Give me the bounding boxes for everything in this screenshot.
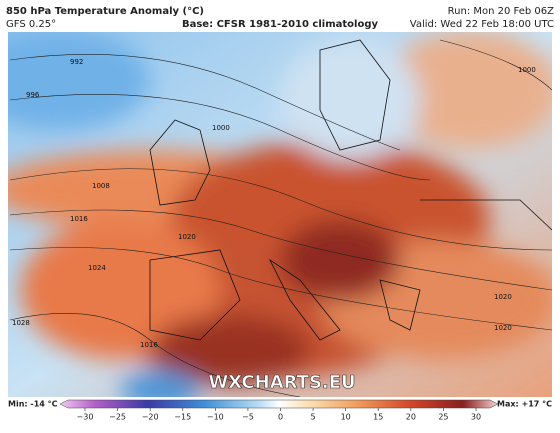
model: GFS 0.25° [6,19,56,30]
isobar-label: 1016 [70,215,88,223]
colorbar-tick-label: 10 [341,413,351,422]
colorbar: Min: -14 °C Max: +17 °C −30 −25 −20 −15 −10 −… [8,397,552,429]
run: Run: Mon 20 Feb 06Z [448,6,554,17]
colorbar-tick-label: 0 [278,413,283,422]
colorbar-tick-label: 5 [311,413,316,422]
colorbar-scale [59,399,499,409]
isobar-label: 1024 [88,264,106,272]
isobar-label: 1020 [178,233,196,241]
map: 992 996 1000 1008 1016 1020 1024 1028 10… [8,32,552,397]
max-label: Max: +17 °C [497,400,552,409]
isobar-label: 992 [70,58,83,66]
base: Base: CFSR 1981-2010 climatology [182,19,378,30]
colorbar-tick-label: 25 [438,413,448,422]
colorbar-tick-label: −10 [207,413,224,422]
colorbar-tick-label: −25 [109,413,126,422]
colorbar-tick-label: −5 [242,413,254,422]
isobar-label: 1000 [518,66,536,74]
colorbar-tick-label: −15 [174,413,191,422]
title: 850 hPa Temperature Anomaly (°C) [6,6,204,17]
colorbar-tick-label: 20 [406,413,416,422]
isobar-label: 1016 [140,341,158,349]
isobar-label: 1020 [494,324,512,332]
valid: Valid: Wed 22 Feb 18:00 UTC [410,19,554,30]
colorbar-tick-label: −30 [77,413,94,422]
isobar-label: 1028 [12,319,30,327]
colorbar-tick-label: −20 [142,413,159,422]
colorbar-tick-label: 30 [471,413,481,422]
isobar-label: 1008 [92,182,110,190]
isobar-label: 996 [26,91,40,99]
watermark: WXCHARTS.EU [208,372,355,393]
isobar-label: 1020 [494,293,512,301]
min-label: Min: -14 °C [8,400,58,409]
isobar-label: 1000 [212,124,230,132]
colorbar-tick-label: 15 [373,413,383,422]
